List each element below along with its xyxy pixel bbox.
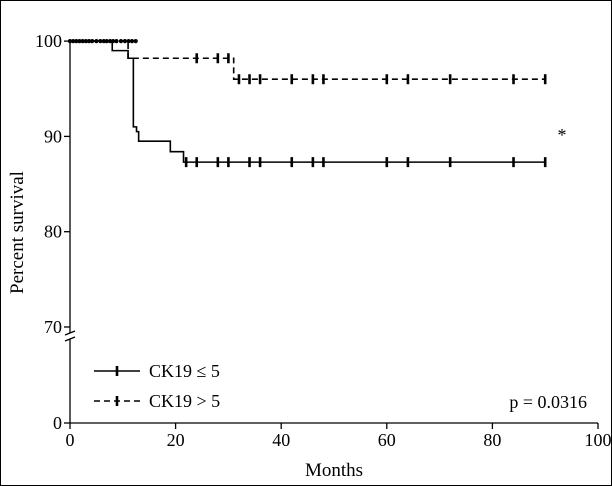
- censor-dot: [71, 39, 76, 44]
- legend-label: CK19 ≤ 5: [149, 361, 220, 381]
- y-axis-break-mark: [64, 336, 76, 342]
- censor-dot: [90, 39, 95, 44]
- series-line: [70, 40, 546, 163]
- x-axis-title: Months: [305, 460, 363, 481]
- censor-dot: [67, 39, 73, 44]
- legend-label: CK19 > 5: [149, 391, 220, 411]
- x-tick-label: 80: [483, 430, 501, 450]
- x-tick-label: 100: [585, 430, 612, 450]
- censor-dot: [104, 39, 109, 44]
- censor-dot: [77, 39, 82, 44]
- significance-star: *: [558, 125, 567, 145]
- x-tick-label: 20: [167, 430, 185, 450]
- censor-dot: [110, 39, 116, 44]
- y-axis-title: Percent survival: [7, 171, 28, 294]
- y-tick-label: 70: [44, 317, 62, 337]
- p-value-label: p = 0.0316: [509, 392, 587, 412]
- censor-dot: [86, 39, 92, 44]
- censor-dot: [108, 39, 113, 44]
- censor-dot: [129, 39, 135, 44]
- x-tick-label: 0: [66, 430, 75, 450]
- legend: CK19 ≤ 5 CK19 > 5: [94, 361, 220, 411]
- censor-dot: [74, 39, 79, 44]
- censor-dot: [83, 39, 88, 44]
- censor-dot: [122, 39, 128, 44]
- x-tick-label: 40: [272, 430, 290, 450]
- censor-dot: [133, 39, 138, 44]
- y-tick-label: 0: [53, 413, 62, 433]
- series-2: [70, 40, 547, 85]
- x-tick-label: 60: [378, 430, 396, 450]
- censor-dot: [118, 39, 124, 44]
- series-layer: [67, 39, 547, 168]
- y-tick-label: 90: [44, 126, 62, 146]
- censor-dot: [126, 39, 131, 44]
- axes: 0 20 40 60 80 100 0 70 80 90 100: [35, 31, 612, 450]
- censor-dot: [101, 39, 106, 44]
- early-censor-cluster: [67, 39, 138, 44]
- y-tick-label: 100: [35, 31, 62, 51]
- y-tick-label: 80: [44, 222, 62, 242]
- censor-dot: [114, 39, 119, 44]
- series-1: [70, 40, 547, 168]
- y-axis-break-mark: [64, 330, 76, 336]
- censor-dot: [94, 39, 99, 44]
- series-line: [70, 40, 546, 81]
- censor-dot: [80, 39, 85, 44]
- censor-dot: [98, 39, 103, 44]
